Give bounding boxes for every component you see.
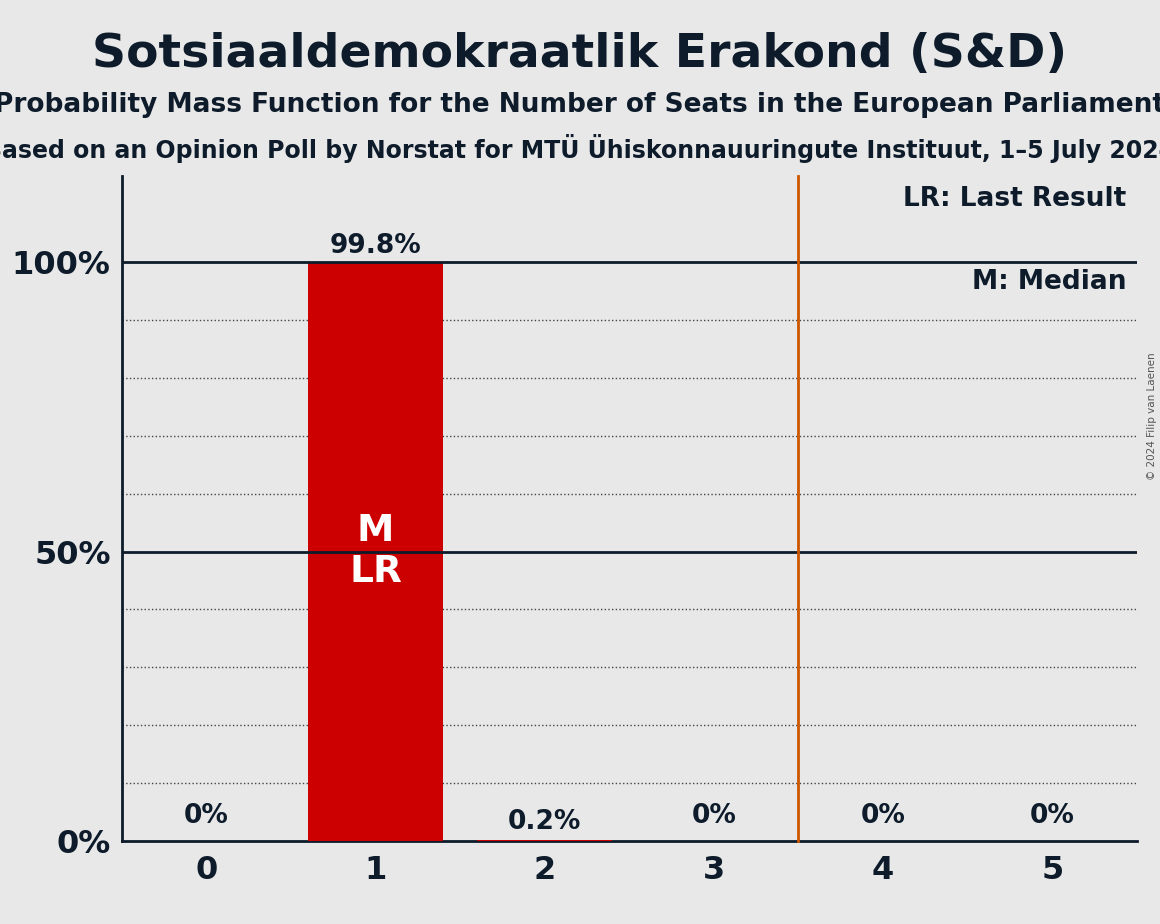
Text: LR: Last Result: LR: Last Result [904,186,1126,212]
Text: 0.2%: 0.2% [508,809,581,835]
Text: Probability Mass Function for the Number of Seats in the European Parliament: Probability Mass Function for the Number… [0,92,1160,118]
Text: 0%: 0% [861,803,906,829]
Text: © 2024 Filip van Laenen: © 2024 Filip van Laenen [1147,352,1157,480]
Text: 99.8%: 99.8% [329,233,421,259]
Text: 0%: 0% [184,803,229,829]
Text: 0%: 0% [1030,803,1074,829]
Bar [307,263,443,841]
Text: Based on an Opinion Poll by Norstat for MTÜ Ühiskonnauuringute Instituut, 1–5 Ju: Based on an Opinion Poll by Norstat for … [0,134,1160,163]
Bar [477,840,612,841]
Text: M
LR: M LR [349,513,403,590]
Text: M: Median: M: Median [972,269,1126,295]
Text: 0%: 0% [691,803,737,829]
Text: Sotsiaaldemokraatlik Erakond (S&D): Sotsiaaldemokraatlik Erakond (S&D) [93,32,1067,78]
